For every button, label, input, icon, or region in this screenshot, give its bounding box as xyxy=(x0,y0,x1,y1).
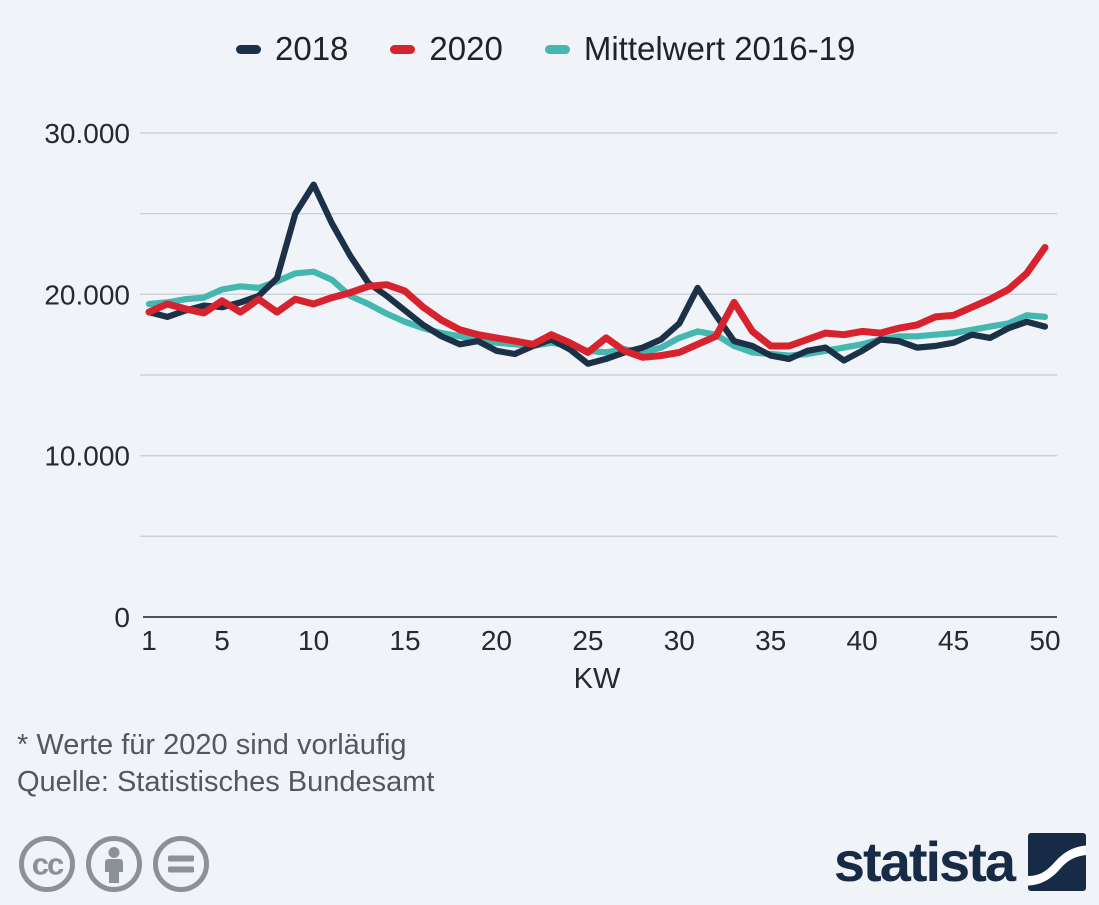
legend-swatch-2020 xyxy=(390,44,416,54)
y-axis-tick-label: 30.000 xyxy=(44,118,130,149)
x-axis-tick-label: 40 xyxy=(847,625,878,656)
y-axis-tick-label: 20.000 xyxy=(44,279,130,310)
x-axis-tick-label: 30 xyxy=(664,625,695,656)
series-line-Mittelwert 2016-19 xyxy=(145,268,1049,359)
legend-label-2018: 2018 xyxy=(275,30,349,67)
x-axis-tick-label: 25 xyxy=(572,625,603,656)
x-axis-tick-label: 5 xyxy=(214,625,230,656)
x-axis-tick-label: 10 xyxy=(298,625,329,656)
statista-logo[interactable]: statista xyxy=(834,833,1086,891)
legend-label-2020: 2020 xyxy=(429,30,503,67)
license-icons: cc xyxy=(19,836,209,892)
footnotes: * Werte für 2020 sind vorläufig Quelle: … xyxy=(17,727,434,801)
legend-swatch-2018 xyxy=(236,44,261,54)
legend-item-2018[interactable]: 2018 xyxy=(236,30,348,68)
legend-item-2020[interactable]: 2020 xyxy=(390,30,503,68)
y-axis-tick-label: 10.000 xyxy=(44,441,130,472)
legend-label-mittelwert: Mittelwert 2016-19 xyxy=(583,30,856,67)
chart-legend: 2018 2020 Mittelwert 2016-19 xyxy=(236,30,855,68)
no-derivatives-equals-icon[interactable] xyxy=(153,836,209,892)
x-axis-tick-label: 20 xyxy=(481,625,512,656)
x-axis-tick-label: 1 xyxy=(141,625,157,656)
x-axis-tick-label: 50 xyxy=(1029,625,1060,656)
cc-glyph: cc xyxy=(32,847,64,882)
series-line-2018 xyxy=(145,181,1049,367)
cc-icon[interactable]: cc xyxy=(19,836,75,892)
footnote-preliminary: * Werte für 2020 sind vorläufig xyxy=(17,729,407,761)
legend-swatch-mittelwert xyxy=(544,44,570,54)
statista-wordmark: statista xyxy=(833,830,1016,893)
legend-item-mittelwert[interactable]: Mittelwert 2016-19 xyxy=(544,30,856,68)
y-axis-tick-label: 0 xyxy=(114,602,130,633)
attribution-person-icon[interactable] xyxy=(86,836,142,892)
x-axis-tick-label: 45 xyxy=(938,625,969,656)
x-axis-tick-label: 35 xyxy=(755,625,786,656)
x-axis-tick-label: 15 xyxy=(389,625,420,656)
x-axis-title: KW xyxy=(574,663,621,695)
footnote-source: Quelle: Statistisches Bundesamt xyxy=(17,766,435,798)
statista-logo-icon xyxy=(1028,833,1086,891)
series-line-2020 xyxy=(145,244,1049,361)
